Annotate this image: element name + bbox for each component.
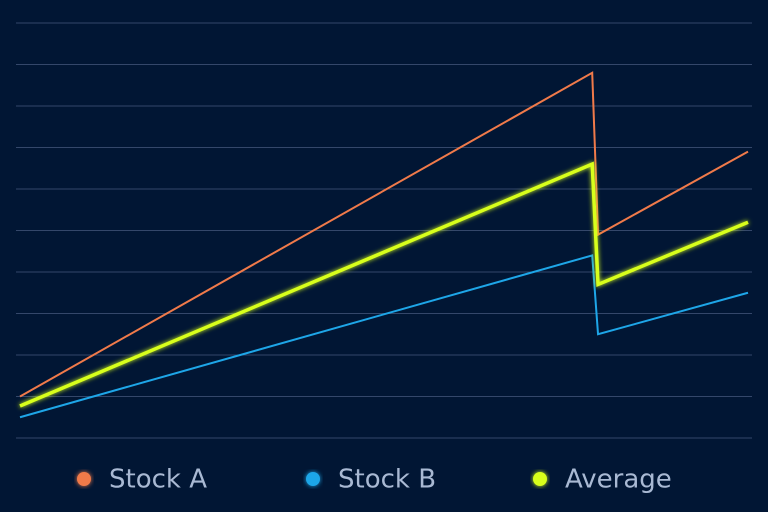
legend-marker bbox=[533, 472, 547, 486]
series-line bbox=[19, 254, 749, 419]
legend-label: Stock B bbox=[338, 465, 436, 495]
legend-marker bbox=[77, 472, 91, 486]
legend-label: Average bbox=[565, 465, 672, 495]
legend-label: Stock A bbox=[109, 465, 207, 495]
series-line bbox=[19, 71, 749, 398]
series-line bbox=[19, 161, 749, 408]
legend-marker bbox=[306, 472, 320, 486]
